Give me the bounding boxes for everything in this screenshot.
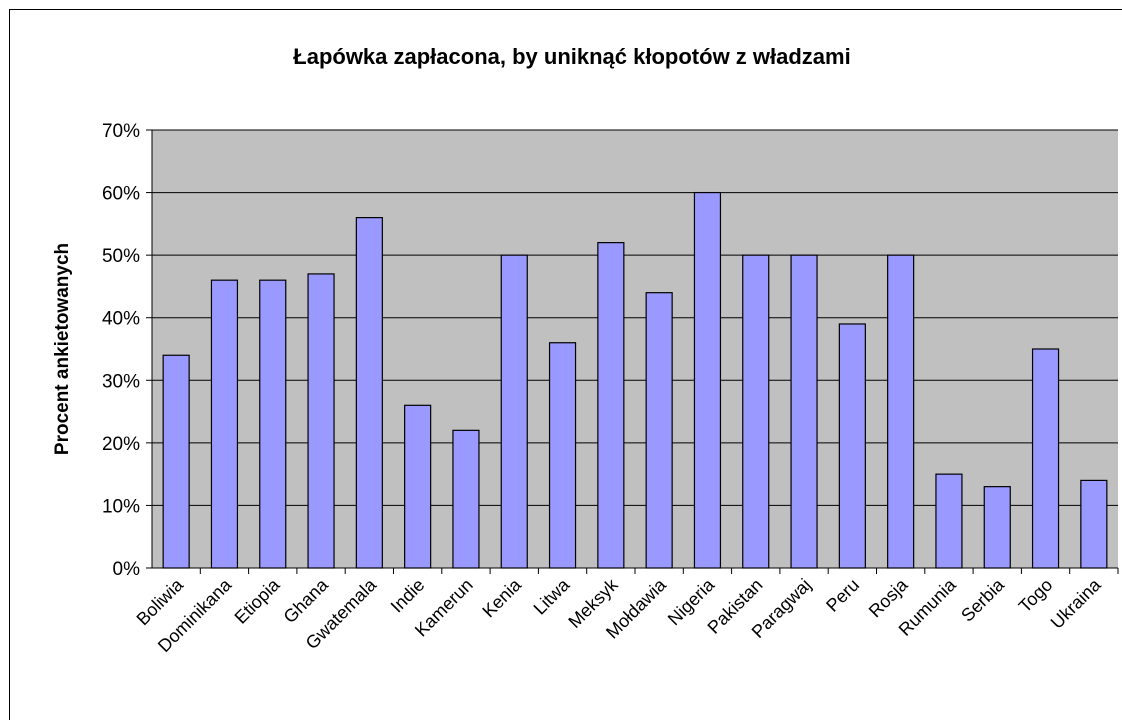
- y-tick-label: 40%: [102, 309, 140, 330]
- y-tick-label: 60%: [102, 184, 140, 205]
- bar: [838, 323, 866, 569]
- bar: [162, 354, 190, 569]
- bar: [210, 279, 239, 569]
- chart-title: Łapówka zapłacona, by uniknąć kłopotów z…: [293, 44, 850, 69]
- bar: [307, 273, 335, 569]
- bar: [355, 217, 383, 569]
- bar: [742, 254, 770, 569]
- bar: [983, 486, 1011, 569]
- bar: [790, 254, 818, 569]
- bar: [1080, 479, 1108, 569]
- y-axis-label: Procent ankietowanych: [52, 243, 73, 455]
- y-tick-label: 30%: [102, 371, 140, 392]
- y-tick-label: 50%: [102, 246, 140, 267]
- bar: [548, 342, 577, 569]
- bar: [887, 254, 915, 569]
- y-tick-label: 0%: [113, 559, 141, 580]
- bar: [259, 279, 287, 569]
- bar: [693, 191, 722, 569]
- bar: [452, 429, 480, 569]
- bar: [645, 292, 673, 569]
- bar: [500, 254, 528, 569]
- bar: [1031, 348, 1060, 569]
- bar: [404, 404, 432, 569]
- bar: [935, 473, 963, 569]
- bar: [597, 242, 625, 569]
- y-tick-label: 20%: [102, 434, 140, 455]
- y-tick-label: 10%: [102, 496, 140, 517]
- y-tick-label: 70%: [102, 121, 140, 142]
- plot-area: [152, 130, 1118, 568]
